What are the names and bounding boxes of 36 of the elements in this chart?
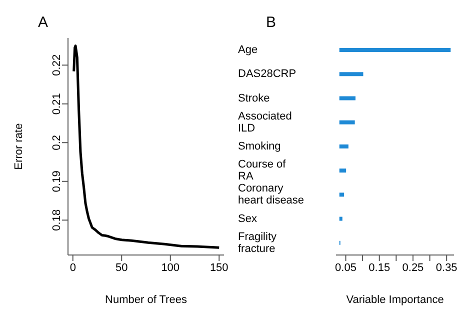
y-tick-label: 0.22 bbox=[50, 54, 63, 76]
bar bbox=[339, 96, 356, 100]
x-tick-label: 0.35 bbox=[436, 262, 458, 274]
bar bbox=[339, 48, 451, 52]
bar bbox=[339, 120, 355, 124]
y-tick-label: Course of RA bbox=[238, 158, 287, 183]
bar bbox=[339, 168, 346, 173]
bar bbox=[339, 192, 344, 197]
x-tick-label: 0.15 bbox=[368, 262, 390, 274]
chart-title: A bbox=[38, 14, 48, 31]
y-tick-label: 0.18 bbox=[50, 209, 63, 231]
y-tick-label: Associated ILD bbox=[238, 110, 292, 134]
chart-title: B bbox=[266, 14, 276, 31]
y-tick-label: Coronary heart disease bbox=[238, 182, 304, 207]
y-tick-label: 0.2 bbox=[50, 134, 63, 150]
x-tick-label: 0.25 bbox=[402, 262, 424, 274]
y-tick-label: Smoking bbox=[238, 140, 281, 152]
y-tick-label: 0.19 bbox=[50, 170, 63, 192]
line-series bbox=[72, 44, 220, 249]
bar bbox=[339, 216, 342, 221]
y-axis-title: Error rate bbox=[12, 123, 25, 170]
y-tick-label: Fragility fracture bbox=[238, 230, 278, 255]
y-tick-label: 0.21 bbox=[50, 93, 63, 115]
x-tick-label: 0.05 bbox=[335, 262, 356, 274]
x-tick-label: 0 bbox=[70, 262, 76, 274]
y-tick-label: Age bbox=[238, 44, 258, 56]
bar bbox=[339, 144, 348, 148]
y-tick-label: Stroke bbox=[238, 92, 270, 104]
y-tick-label: Sex bbox=[238, 212, 258, 225]
x-axis-title: Number of Trees bbox=[105, 294, 188, 306]
x-tick-label: 150 bbox=[210, 262, 228, 274]
bar bbox=[339, 72, 364, 76]
y-tick-label: DAS28CRP bbox=[238, 68, 296, 80]
x-axis-title: Variable Importance bbox=[346, 294, 444, 306]
x-tick-label: 50 bbox=[116, 262, 128, 274]
x-tick-label: 100 bbox=[161, 262, 180, 274]
